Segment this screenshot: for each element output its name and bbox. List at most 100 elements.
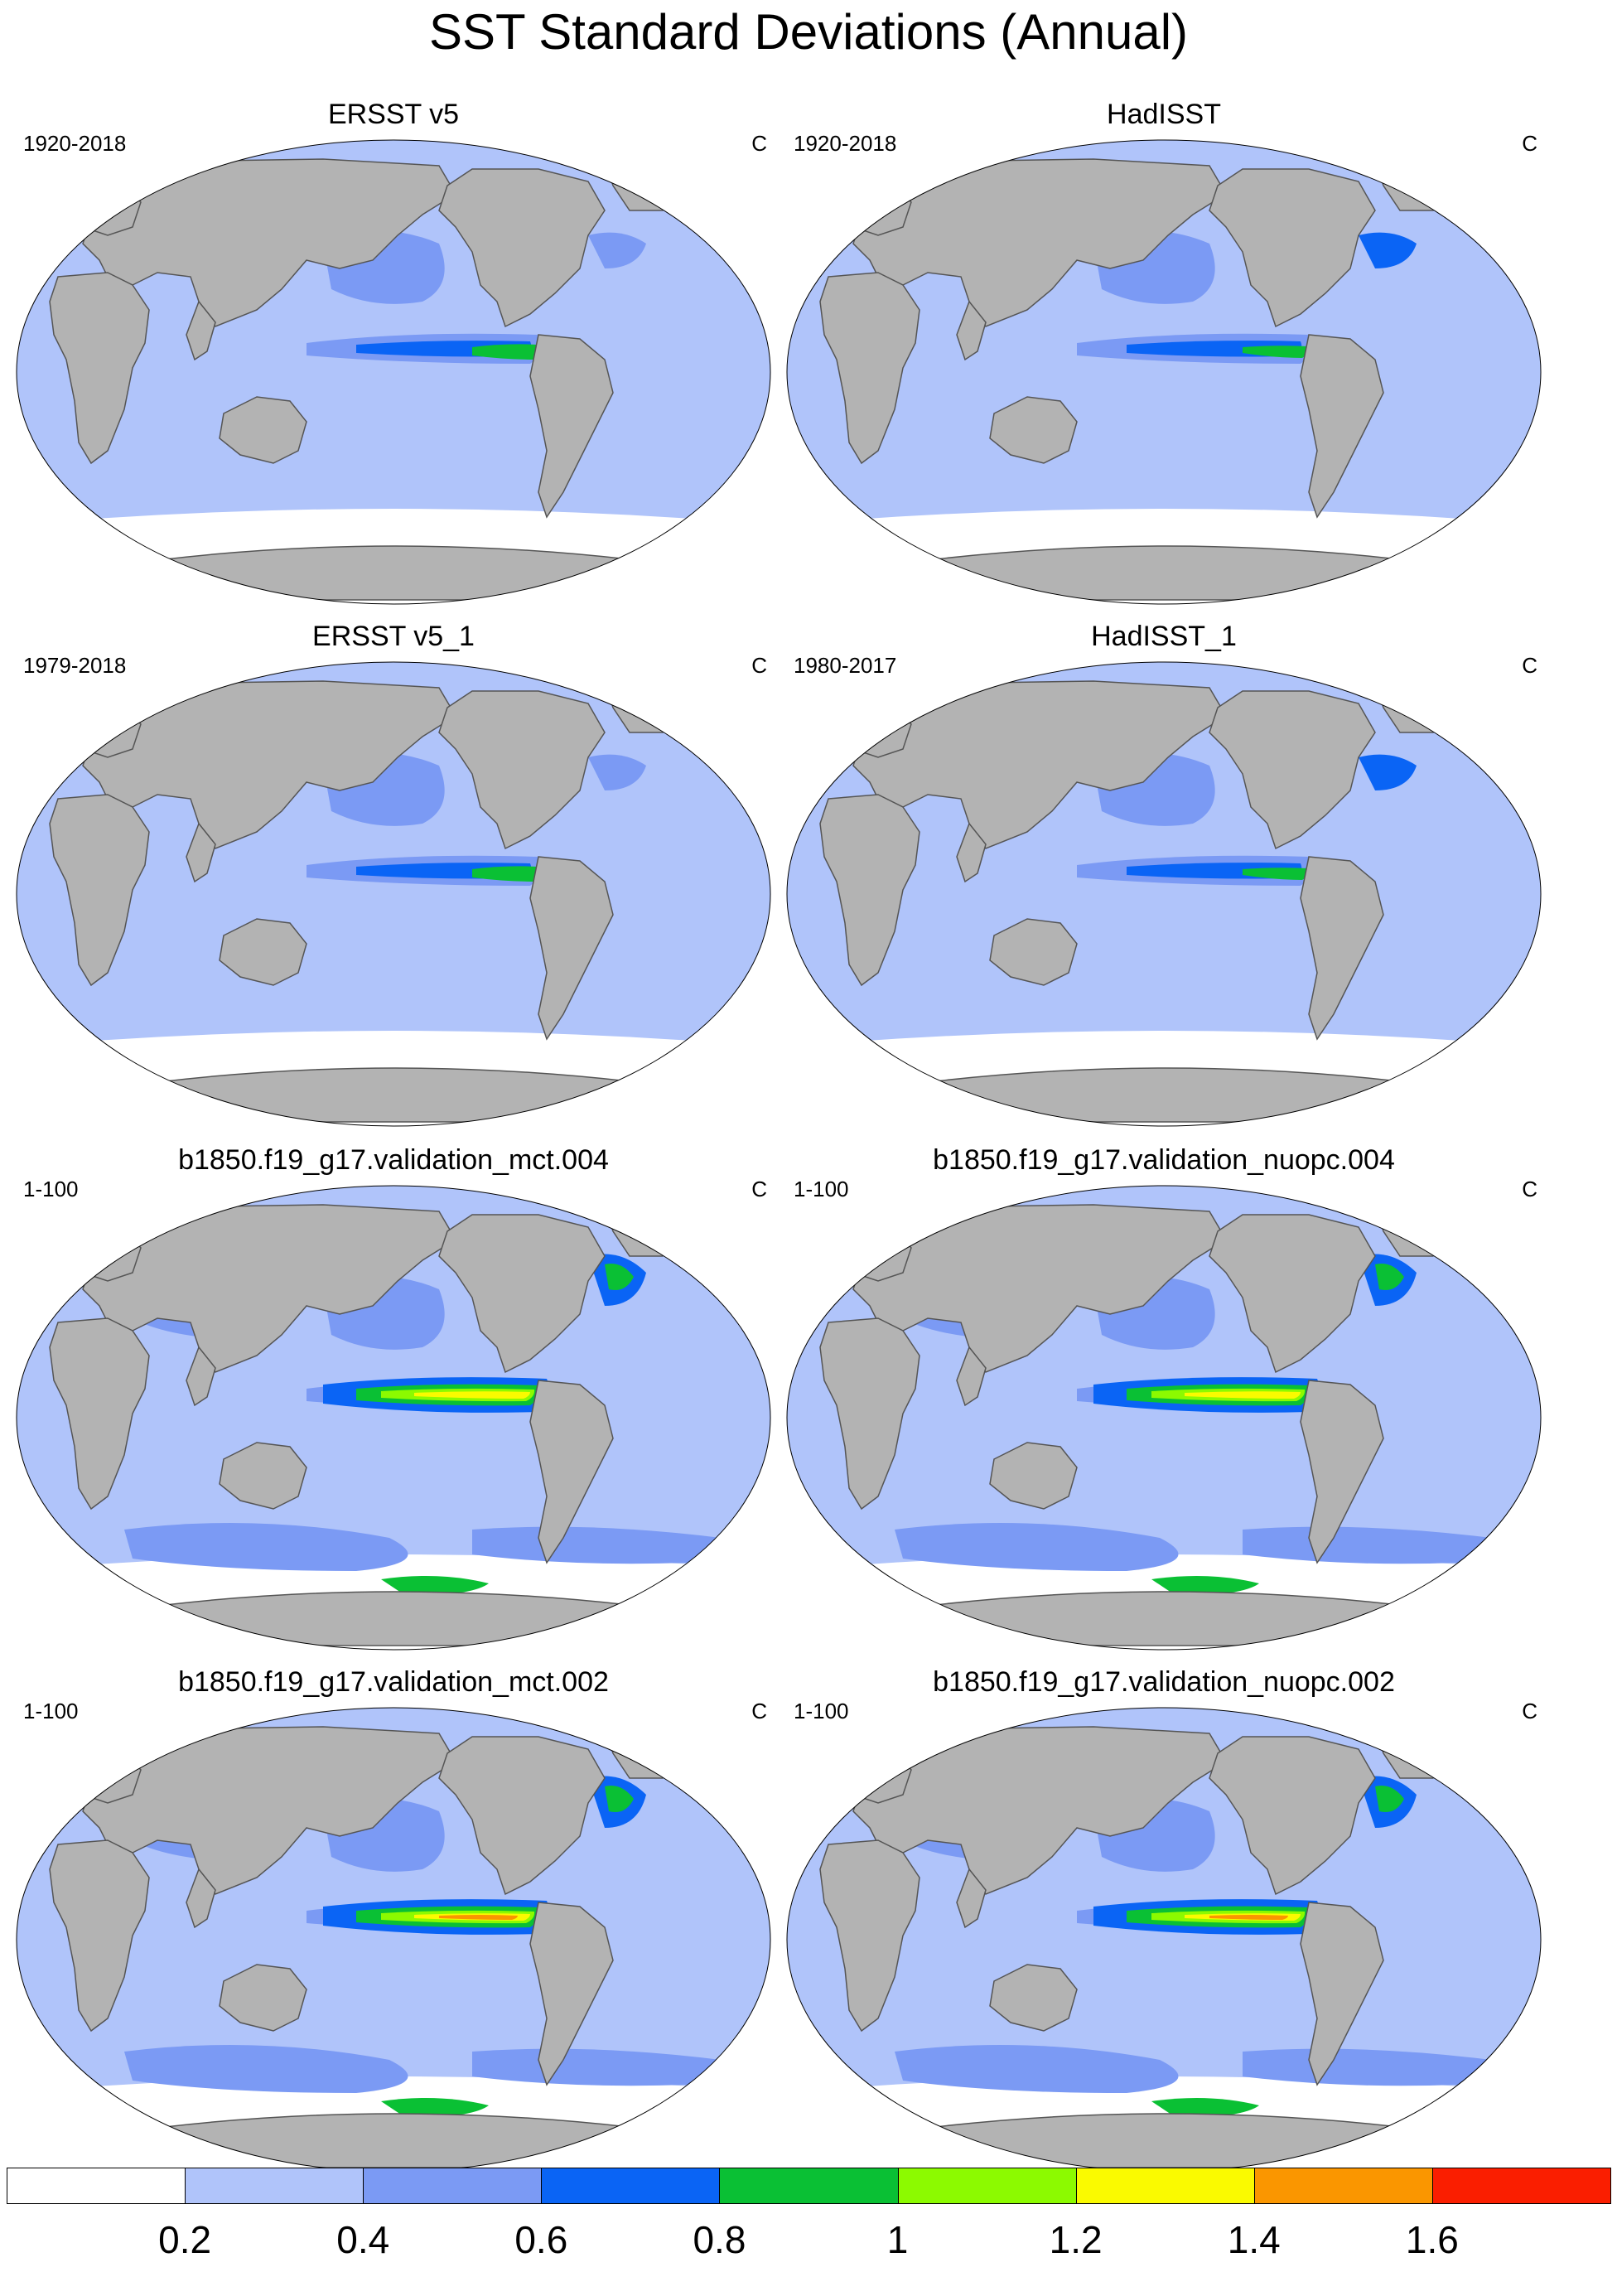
land-samerica [1300, 1902, 1384, 2086]
land-europe [65, 1752, 142, 1804]
land-asia [82, 1204, 457, 1373]
panel-period: 1-100 [794, 1177, 849, 1201]
world-map [786, 661, 1542, 1127]
colorbar-label: 1.6 [1405, 2218, 1459, 2261]
sd-contour [414, 1391, 530, 1399]
world-map [16, 1707, 771, 2173]
panel-period: 1-100 [23, 1177, 79, 1201]
panel-title: ERSST v5_1 [312, 621, 475, 652]
map-outline [786, 139, 1542, 605]
land-australia [219, 396, 307, 464]
land-europe [65, 185, 142, 236]
land-australia [219, 1964, 307, 2032]
panel-period: 1979-2018 [23, 653, 127, 678]
world-map [16, 661, 771, 1127]
sd-contour [124, 2045, 408, 2093]
land-india [956, 1346, 987, 1407]
panel-period: 1-100 [23, 1699, 79, 1723]
land-europe [65, 707, 142, 758]
land-namerica [438, 168, 606, 328]
colorbar-swatch [7, 2168, 186, 2204]
land-samerica [529, 856, 614, 1041]
land-africa [819, 1317, 920, 1511]
land-australia [989, 396, 1078, 464]
panel-period: 1920-2018 [794, 131, 897, 156]
land-asia [82, 1726, 457, 1895]
sd-contour [1375, 1264, 1404, 1290]
sd-contour [381, 2098, 489, 2118]
colorbar-label: 0.6 [514, 2218, 568, 2261]
sd-contour [605, 1786, 634, 1812]
panel-units: C [1522, 1699, 1537, 1723]
land-africa [819, 794, 920, 987]
sd-contour [1151, 2098, 1259, 2118]
map-panel: b1850.f19_g17.validation_nuopc.004 1-100 C [779, 1143, 1549, 1665]
land-europe [65, 1230, 142, 1282]
panel-units: C [751, 1177, 767, 1201]
sd-contour [1185, 1391, 1301, 1399]
world-map [786, 1185, 1542, 1651]
land-namerica [438, 1736, 606, 1896]
colorbar-label: 0.4 [336, 2218, 390, 2261]
map-outline [16, 1185, 771, 1651]
land-africa [819, 1839, 920, 2033]
land-india [186, 1868, 216, 1929]
land-samerica [529, 1380, 614, 1564]
sd-contour [1151, 1576, 1259, 1596]
panel-title: b1850.f19_g17.validation_mct.004 [178, 1144, 609, 1176]
sd-contour [124, 1523, 408, 1571]
land-namerica [1209, 690, 1376, 850]
panel-units: C [1522, 653, 1537, 678]
map-panel: ERSST v5 1920-2018 C [8, 98, 779, 620]
colorbar-swatch [541, 2168, 721, 2204]
colorbar-label: 1.2 [1049, 2218, 1103, 2261]
colorbar-swatch [1075, 2168, 1255, 2204]
land-africa [49, 1839, 150, 2033]
land-india [186, 300, 216, 361]
sd-contour [472, 1526, 725, 1564]
colorbar-label: 1.4 [1227, 2218, 1281, 2261]
map-panel: HadISST 1920-2018 C [779, 98, 1549, 620]
colorbar-label: 0.8 [693, 2218, 746, 2261]
panel-period: 1920-2018 [23, 131, 127, 156]
land-asia [852, 158, 1228, 327]
sd-contour [605, 1264, 634, 1290]
map-outline [786, 661, 1542, 1127]
sd-contour [1359, 754, 1417, 790]
land-australia [219, 1442, 307, 1510]
world-map [786, 1707, 1542, 2173]
land-namerica [1209, 1214, 1376, 1374]
land-namerica [438, 1214, 606, 1374]
sd-contour [588, 232, 646, 268]
sd-contour [381, 1576, 489, 1596]
map-panel: HadISST_1 1980-2017 C [779, 620, 1549, 1142]
land-samerica [1300, 856, 1384, 1041]
sd-contour [895, 1523, 1179, 1571]
land-india [186, 822, 216, 883]
land-africa [819, 272, 920, 465]
land-india [186, 1346, 216, 1407]
sd-contour [588, 754, 646, 790]
land-africa [49, 1317, 150, 1511]
map-panel: b1850.f19_g17.validation_nuopc.002 1-100 C [779, 1665, 1549, 2187]
panel-title: ERSST v5 [327, 99, 460, 130]
sd-contour [895, 2045, 1179, 2093]
panel-period: 1-100 [794, 1699, 849, 1723]
panel-title: b1850.f19_g17.validation_mct.002 [178, 1666, 609, 1698]
land-australia [989, 1964, 1078, 2032]
colorbar-label: 1 [886, 2218, 909, 2261]
map-outline [16, 661, 771, 1127]
panel-units: C [1522, 131, 1537, 156]
land-asia [852, 1726, 1228, 1895]
land-samerica [1300, 334, 1384, 519]
land-australia [989, 918, 1078, 986]
map-panel: b1850.f19_g17.validation_mct.002 1-100 C [8, 1665, 779, 2187]
land-europe [835, 1230, 912, 1282]
sd-contour [1243, 346, 1310, 358]
colorbar-swatch [719, 2168, 899, 2204]
colorbar-swatch [1431, 2168, 1611, 2204]
land-india [956, 822, 987, 883]
world-map [786, 139, 1542, 605]
land-namerica [1209, 168, 1376, 328]
map-outline [786, 1185, 1542, 1651]
